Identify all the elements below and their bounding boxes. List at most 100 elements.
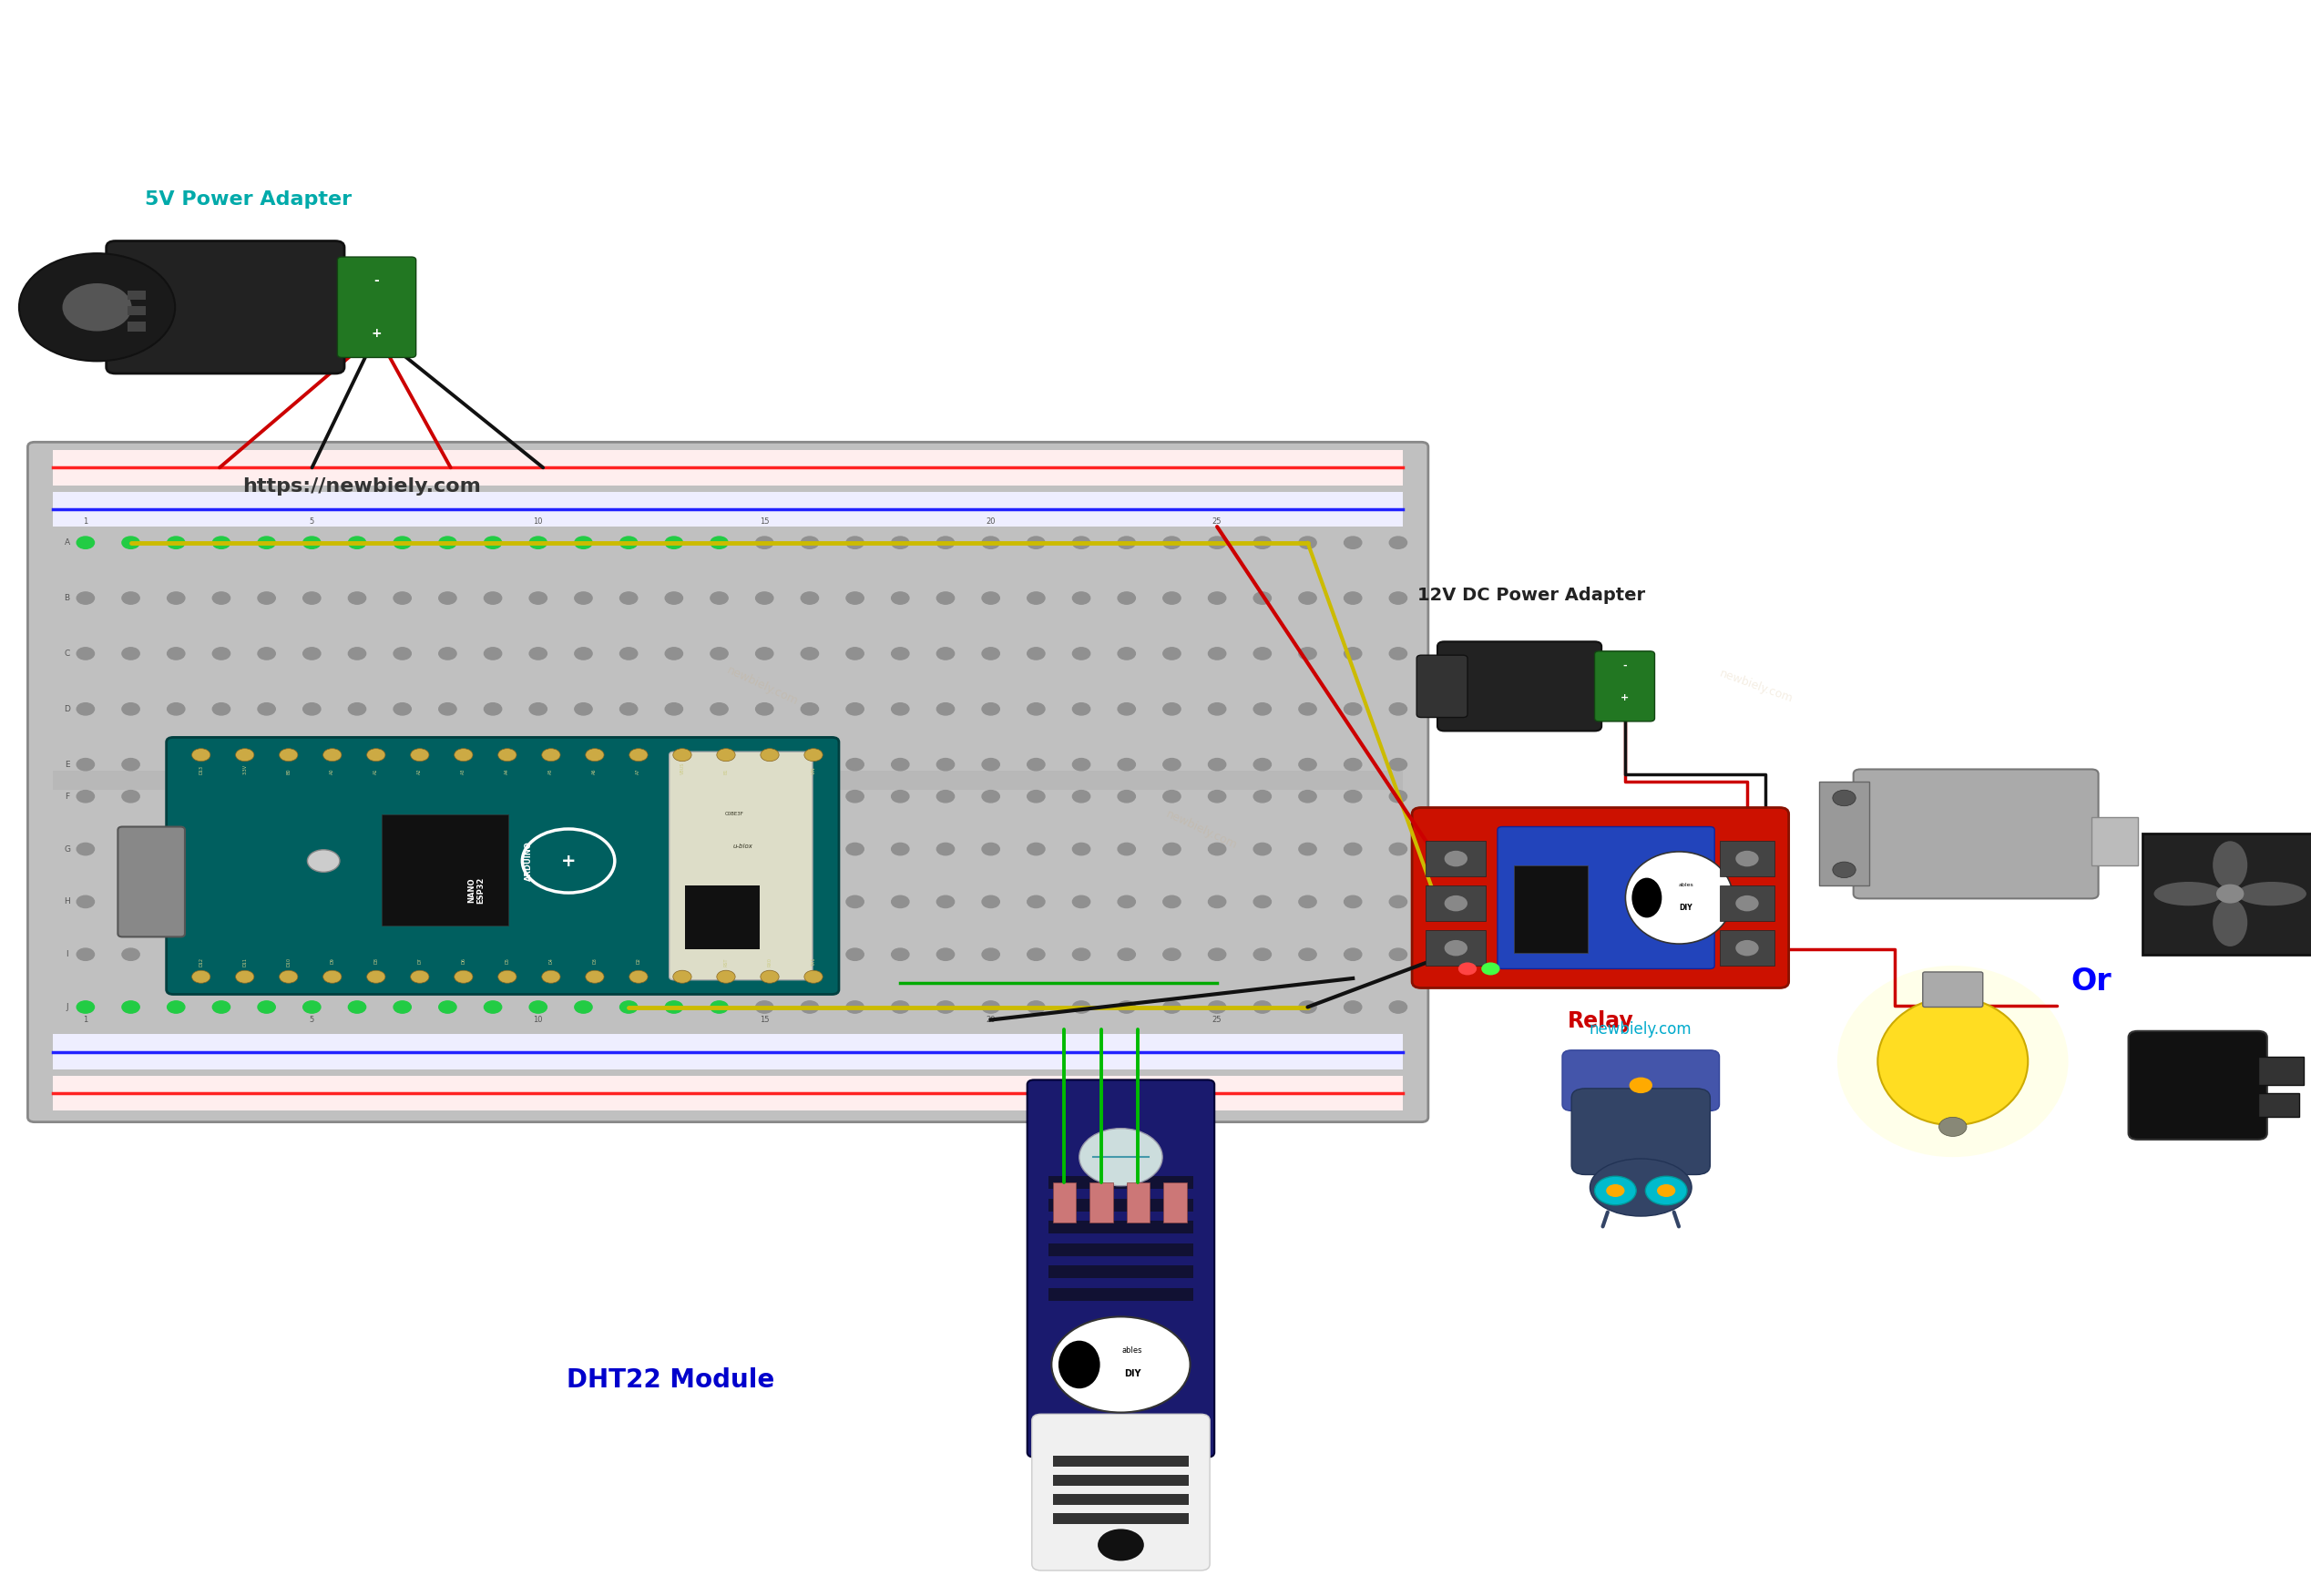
Circle shape <box>303 1001 321 1013</box>
Circle shape <box>529 790 548 803</box>
Circle shape <box>1345 1001 1361 1013</box>
Circle shape <box>619 702 638 715</box>
Circle shape <box>1595 1176 1636 1205</box>
Circle shape <box>575 758 592 771</box>
Bar <box>381 814 508 926</box>
Circle shape <box>892 790 908 803</box>
Bar <box>1128 1183 1151 1223</box>
Circle shape <box>1299 536 1317 549</box>
Circle shape <box>804 970 823 983</box>
Circle shape <box>192 970 210 983</box>
Circle shape <box>213 895 231 908</box>
Text: RST: RST <box>723 958 728 966</box>
Circle shape <box>1028 843 1045 855</box>
Circle shape <box>982 790 1001 803</box>
Circle shape <box>349 1001 365 1013</box>
Circle shape <box>756 843 774 855</box>
Circle shape <box>393 702 411 715</box>
Circle shape <box>393 1001 411 1013</box>
Circle shape <box>1209 948 1225 961</box>
Circle shape <box>1253 648 1271 659</box>
Circle shape <box>619 758 638 771</box>
Circle shape <box>1345 895 1361 908</box>
Circle shape <box>280 970 298 983</box>
Text: A3: A3 <box>462 768 467 774</box>
Bar <box>53 492 1403 527</box>
Circle shape <box>236 970 254 983</box>
Circle shape <box>1657 1184 1675 1197</box>
Circle shape <box>756 790 774 803</box>
Text: -: - <box>1622 661 1627 670</box>
Circle shape <box>756 702 774 715</box>
Circle shape <box>62 284 132 332</box>
Circle shape <box>575 1001 592 1013</box>
Text: DIY: DIY <box>1680 903 1692 911</box>
Text: newbiely.com: newbiely.com <box>1590 1021 1692 1037</box>
Circle shape <box>259 758 275 771</box>
Circle shape <box>1253 790 1271 803</box>
Circle shape <box>802 790 818 803</box>
Circle shape <box>936 536 954 549</box>
Circle shape <box>575 702 592 715</box>
Circle shape <box>411 749 430 761</box>
Circle shape <box>802 1001 818 1013</box>
Circle shape <box>1444 895 1467 911</box>
Circle shape <box>166 648 185 659</box>
Text: D9: D9 <box>330 958 335 964</box>
Circle shape <box>122 843 139 855</box>
Text: https://newbiely.com: https://newbiely.com <box>243 477 481 496</box>
Bar <box>686 886 760 950</box>
Circle shape <box>1162 536 1181 549</box>
Circle shape <box>936 592 954 605</box>
Circle shape <box>1162 948 1181 961</box>
Circle shape <box>846 758 864 771</box>
Circle shape <box>1299 948 1317 961</box>
Circle shape <box>1299 895 1317 908</box>
Circle shape <box>166 843 185 855</box>
FancyBboxPatch shape <box>1562 1050 1719 1111</box>
Circle shape <box>846 790 864 803</box>
Circle shape <box>1072 790 1091 803</box>
Circle shape <box>802 843 818 855</box>
Circle shape <box>760 749 779 761</box>
Circle shape <box>982 648 1001 659</box>
Circle shape <box>1389 790 1407 803</box>
Circle shape <box>213 536 231 549</box>
Circle shape <box>1299 592 1317 605</box>
Text: newbiely.com: newbiely.com <box>726 664 800 709</box>
Text: +: + <box>562 852 575 870</box>
Circle shape <box>709 843 728 855</box>
Circle shape <box>1253 536 1271 549</box>
Circle shape <box>846 648 864 659</box>
Circle shape <box>1389 1001 1407 1013</box>
Circle shape <box>303 536 321 549</box>
Circle shape <box>483 790 501 803</box>
Circle shape <box>756 758 774 771</box>
Circle shape <box>1629 1077 1652 1093</box>
Text: C: C <box>65 650 69 658</box>
Circle shape <box>802 648 818 659</box>
Text: +: + <box>1620 693 1629 702</box>
Circle shape <box>1444 851 1467 867</box>
Circle shape <box>122 895 139 908</box>
Circle shape <box>439 895 455 908</box>
Text: A1: A1 <box>374 768 379 774</box>
Circle shape <box>619 843 638 855</box>
Circle shape <box>303 648 321 659</box>
Circle shape <box>439 843 455 855</box>
Circle shape <box>1389 536 1407 549</box>
Circle shape <box>303 843 321 855</box>
Ellipse shape <box>2212 899 2246 946</box>
Circle shape <box>1389 702 1407 715</box>
Circle shape <box>303 702 321 715</box>
Bar <box>1049 1221 1192 1234</box>
Circle shape <box>529 895 548 908</box>
Circle shape <box>1389 592 1407 605</box>
Circle shape <box>709 948 728 961</box>
Circle shape <box>1253 1001 1271 1013</box>
Circle shape <box>349 536 365 549</box>
FancyBboxPatch shape <box>1923 972 1983 1007</box>
Circle shape <box>709 648 728 659</box>
Circle shape <box>1028 790 1045 803</box>
Circle shape <box>716 970 735 983</box>
